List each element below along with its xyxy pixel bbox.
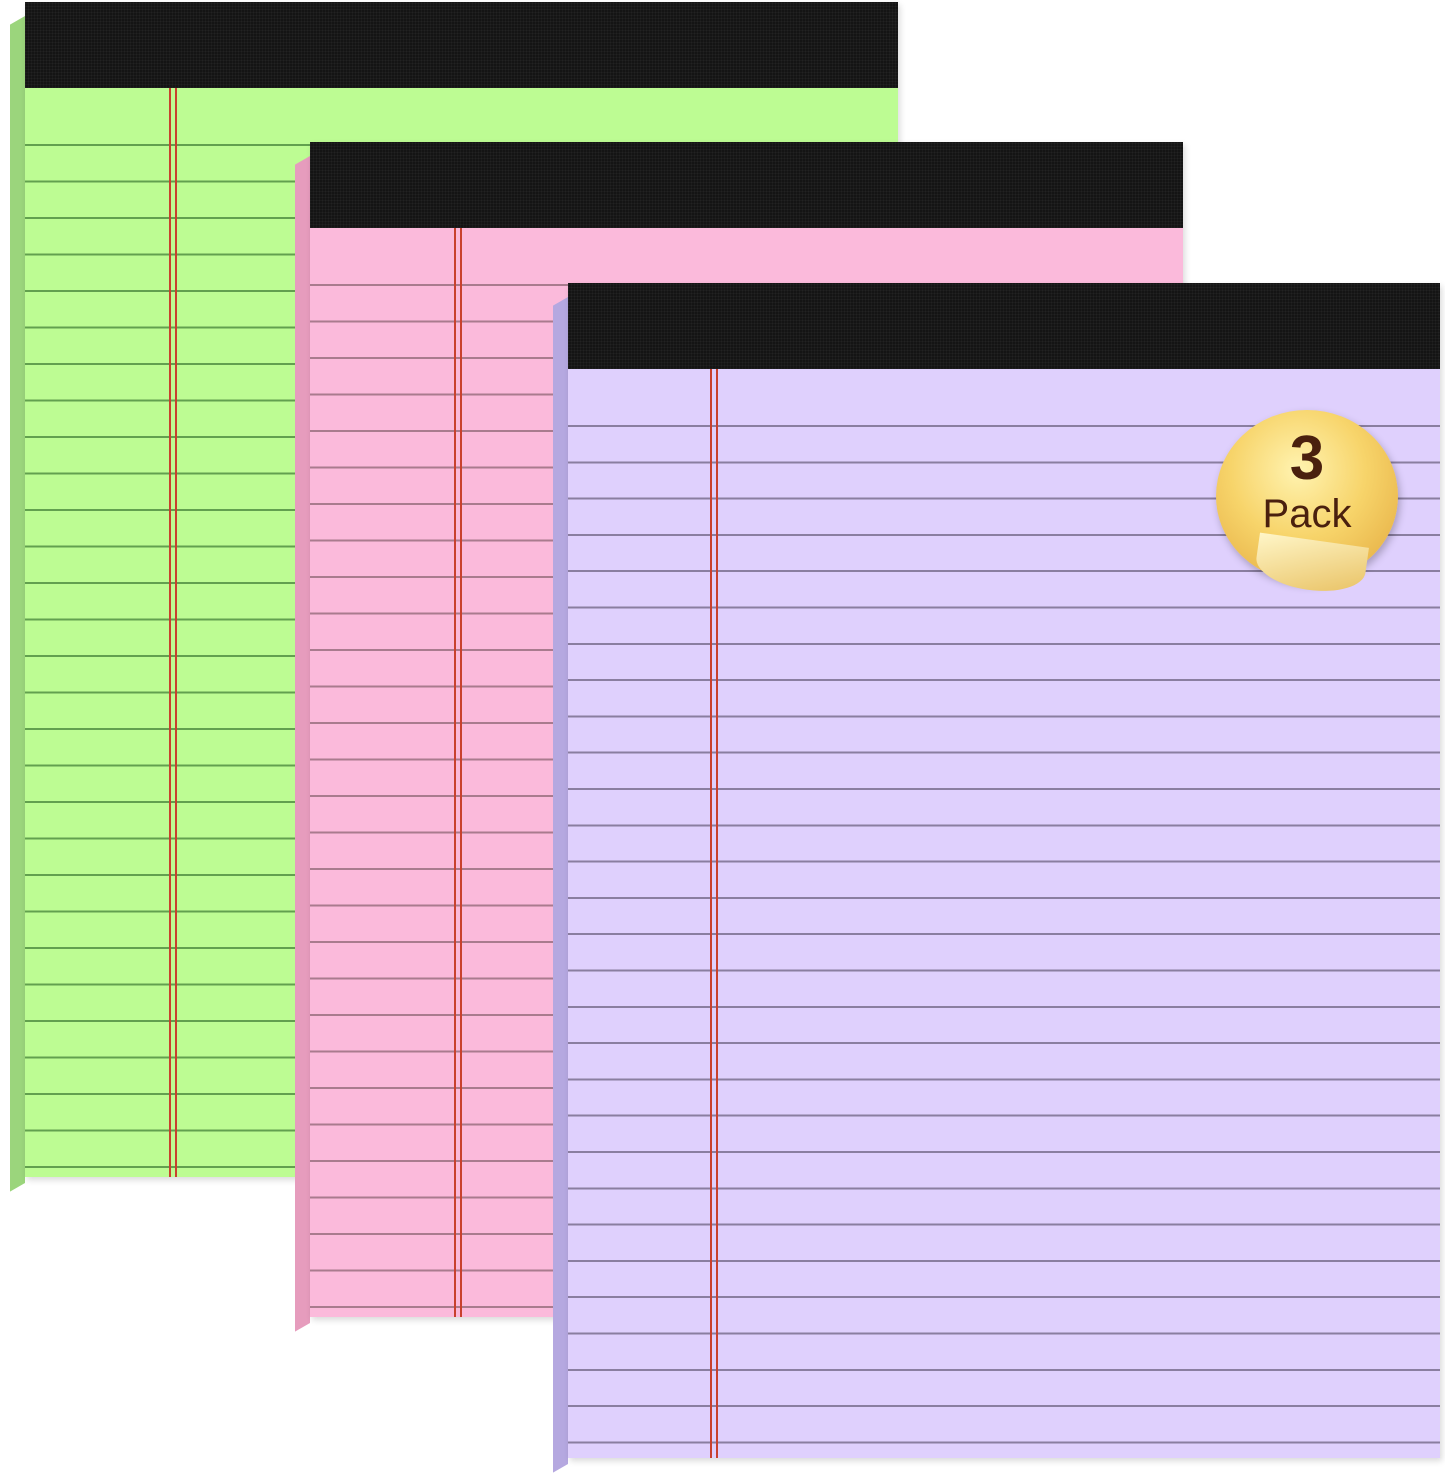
pad-edge [10, 16, 25, 1192]
badge-label: Pack [1262, 492, 1352, 536]
margin-line [454, 228, 462, 1317]
pack-count-badge: 3 Pack [1216, 410, 1398, 598]
pad-edge [553, 297, 568, 1473]
pad-binding [568, 283, 1440, 369]
pad-binding [310, 142, 1183, 228]
pad-binding [25, 2, 898, 88]
ruled-lines [568, 425, 1440, 1458]
badge-number: 3 [1289, 424, 1325, 493]
margin-line [169, 88, 177, 1177]
pad-edge [295, 156, 310, 1332]
margin-line [710, 369, 718, 1458]
